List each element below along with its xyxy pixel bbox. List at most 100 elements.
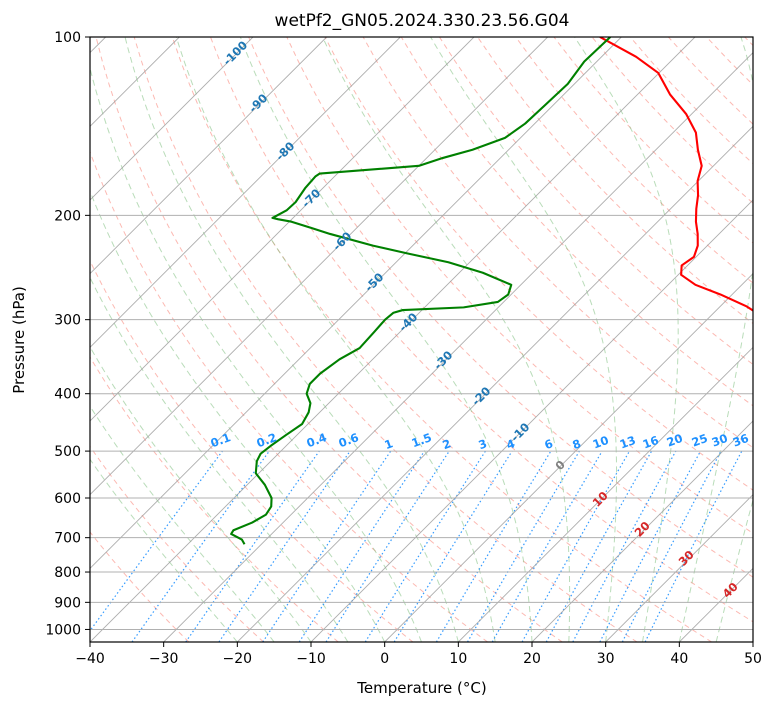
mixing-ratio-line	[466, 450, 580, 642]
mixing-ratio-line	[131, 450, 270, 642]
y-tick-label: 600	[54, 491, 81, 507]
mixing-ratio-line	[545, 450, 653, 642]
mixing-ratio-line	[325, 450, 450, 642]
plot-frame	[89, 36, 754, 643]
dry-adiabat	[248, 37, 753, 578]
y-axis-title: Pressure (hPa)	[10, 286, 28, 394]
mixing-ratio-line	[599, 450, 702, 642]
mixing-ratio-label: 0.1	[209, 430, 233, 450]
isotherm	[90, 37, 622, 569]
dry-adiabat	[210, 37, 753, 623]
y-tick-label: 1000	[45, 622, 81, 638]
y-tick-label: 500	[54, 444, 81, 460]
x-tick-label: 50	[744, 651, 762, 667]
moist-adiabat	[574, 37, 679, 642]
y-tick-label: 800	[54, 565, 81, 581]
mixing-ratio-label: 0.2	[255, 430, 279, 450]
isotherm	[90, 37, 254, 201]
mixing-ratio-label: 2	[440, 436, 452, 452]
dry-adiabat	[95, 37, 563, 642]
x-tick-label: −30	[149, 651, 179, 667]
y-tick-label: 100	[54, 30, 81, 46]
y-tick-label: 400	[54, 387, 81, 403]
y-tick-label: 200	[54, 208, 81, 224]
isotherm	[90, 37, 401, 348]
x-tick-label: 30	[597, 651, 615, 667]
mixing-ratio-label: 16	[641, 433, 661, 452]
x-tick-label: 40	[670, 651, 688, 667]
mixing-ratio-label: 25	[690, 431, 710, 450]
mixing-ratio-label: 20	[665, 431, 685, 450]
x-tick-label: −10	[296, 651, 326, 667]
moist-adiabat	[239, 37, 533, 642]
y-tick-label: 300	[54, 313, 81, 329]
mixing-ratio-line	[572, 450, 677, 642]
isotherm	[90, 37, 548, 496]
mixing-ratio-line	[218, 450, 351, 642]
dry-adiabat	[90, 356, 339, 642]
x-tick-label: −20	[223, 651, 253, 667]
background-lines	[90, 37, 753, 642]
isotherm	[237, 125, 753, 642]
isotherm	[752, 641, 753, 642]
moist-adiabat	[175, 37, 496, 642]
mixing-ratio-line	[521, 450, 631, 642]
dry-adiabat	[90, 150, 488, 642]
mixing-ratio-label: 1	[382, 436, 394, 452]
y-axis: 100 200 300 400 500 600 700 800 900 1000	[45, 30, 90, 638]
isotherm	[605, 494, 753, 642]
x-tick-label: 20	[523, 651, 541, 667]
mixing-ratio-label: 1.5	[410, 430, 434, 450]
moist-adiabat-label: 0	[552, 457, 568, 473]
isotherm-label: -20	[469, 384, 494, 409]
moist-adiabat-label: 30	[676, 548, 697, 569]
mixing-ratio-label: 0.6	[337, 430, 361, 450]
isotherm	[90, 37, 696, 642]
isotherm-label: -80	[273, 139, 298, 164]
x-tick-label: 0	[380, 651, 389, 667]
isotherm-label: -30	[431, 348, 456, 373]
dry-adiabat	[439, 37, 753, 366]
dry-adiabat	[133, 37, 638, 642]
mixing-ratio-label: 3	[476, 436, 488, 452]
dry-adiabat	[553, 37, 753, 244]
moist-adiabat	[90, 458, 238, 642]
isotherm-label: -50	[362, 270, 387, 295]
mixing-ratio-line	[90, 450, 223, 632]
moist-adiabat	[90, 66, 422, 642]
dry-adiabat	[90, 531, 190, 642]
isotherm	[310, 199, 753, 642]
mixing-ratio-label: 8	[570, 436, 582, 452]
isotherm-label: -40	[396, 310, 421, 335]
mixing-ratio-label: 6	[542, 436, 554, 452]
mixing-ratio-line	[185, 450, 320, 642]
temperature-profile	[599, 37, 753, 312]
chart-title: wetPf2_GN05.2024.330.23.56.G04	[275, 11, 570, 31]
dry-adiabat	[515, 37, 753, 284]
mixing-ratio-line	[644, 450, 743, 642]
moist-adiabat	[124, 37, 459, 642]
mixing-ratio-label: 36	[731, 431, 751, 450]
x-axis: −40 −30 −20 −10 0 10 20 30 40 50	[75, 642, 762, 667]
moist-adiabat-label: 40	[720, 580, 741, 601]
moist-adiabat	[90, 345, 312, 642]
mixing-ratio-label: 10	[591, 433, 611, 452]
mixing-ratio-label: 0.4	[305, 430, 329, 450]
dry-adiabat	[706, 37, 753, 86]
moist-adiabat	[90, 189, 386, 642]
isotherm	[90, 37, 475, 422]
mixing-ratio-label: 30	[710, 431, 730, 450]
grid-lines	[90, 37, 753, 630]
mixing-ratio-line	[393, 450, 513, 642]
moist-adiabat-label: 10	[590, 489, 611, 510]
moist-adiabat-label: 20	[632, 519, 653, 540]
moist-adiabat	[678, 37, 753, 642]
x-axis-title: Temperature (°C)	[356, 679, 486, 697]
mixing-ratio-label: 13	[618, 433, 638, 452]
x-tick-label: 10	[449, 651, 467, 667]
profiles	[230, 37, 753, 545]
dry-adiabat	[90, 259, 414, 642]
moist-adiabat	[715, 498, 753, 642]
y-tick-label: 900	[54, 595, 81, 611]
